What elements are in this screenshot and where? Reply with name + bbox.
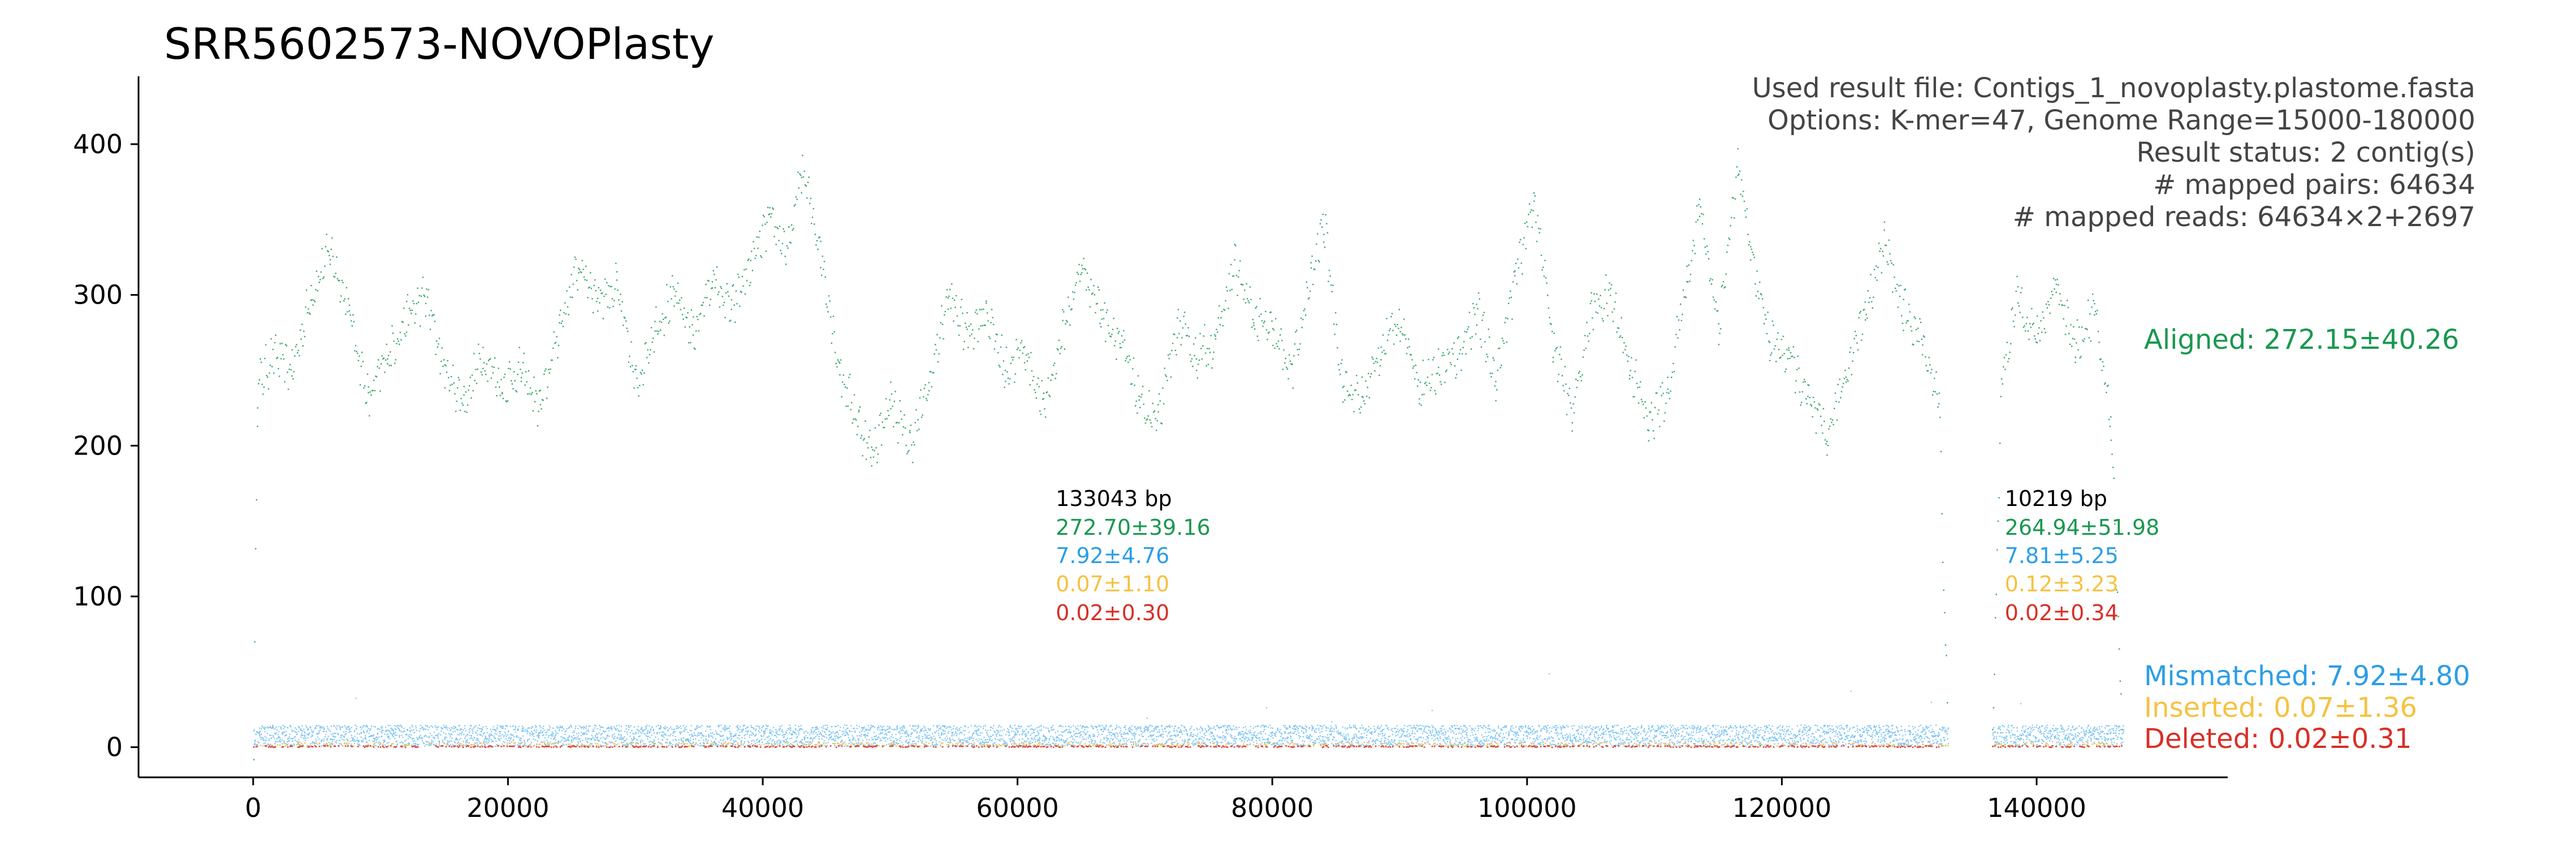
chart-title: SRR5602573-NOVOPlasty [164,19,714,69]
info-line: # mapped pairs: 64634 [2153,169,2475,201]
x-tick: 80000 [1231,777,1313,823]
y-tick: 100 [73,581,139,612]
x-tick-label: 140000 [1987,793,2086,823]
contig-label: 10219 bp 264.94±51.98 7.81±5.25 0.12±3.23 0.… [2005,486,2160,625]
y-tick: 0 [106,732,139,763]
x-tick-label: 40000 [721,793,804,823]
contig-label: 133043 bp 272.70±39.16 7.92±4.76 0.07±1.10 0… [1056,486,1211,625]
contig-deleted: 0.02±0.34 [2005,600,2119,625]
x-tick-label: 80000 [1231,793,1313,823]
contig-inserted: 0.07±1.10 [1056,572,1169,596]
contig-labels: 133043 bp 272.70±39.16 7.92±4.76 0.07±1.10 0… [1056,486,2159,625]
x-tick: 40000 [721,777,804,823]
legend: Aligned: 272.15±40.26 Mismatched: 7.92±4.… [2144,324,2470,755]
x-tick-label: 120000 [1732,793,1832,823]
contig-aligned: 272.70±39.16 [1056,515,1211,540]
y-tick-label: 100 [73,581,123,612]
x-tick: 140000 [1987,777,2086,823]
info-line: Result status: 2 contig(s) [2136,137,2475,168]
legend-mismatched: Mismatched: 7.92±4.80 [2144,660,2470,692]
y-tick: 300 [73,280,139,310]
x-tick: 100000 [1477,777,1577,823]
contig-inserted: 0.12±3.23 [2005,572,2119,596]
contig-mismatched: 7.81±5.25 [2005,543,2119,568]
y-tick: 400 [73,129,139,159]
x-tick: 20000 [466,777,550,823]
y-tick-label: 400 [73,129,123,159]
y-tick-label: 0 [106,732,123,763]
y-axis-ticks: 0 100 200 300 400 [73,129,139,763]
plot-area [253,148,2125,760]
contig-length: 10219 bp [2005,486,2107,511]
x-tick: 60000 [976,777,1059,823]
info-line: Used result file: Contigs_1_novoplasty.p… [1752,72,2475,104]
x-tick-label: 60000 [976,793,1058,823]
legend-aligned: Aligned: 272.15±40.26 [2144,324,2459,356]
x-tick-label: 20000 [466,793,549,823]
info-block: Used result file: Contigs_1_novoplasty.p… [1752,72,2475,233]
y-tick-label: 300 [73,280,123,310]
y-tick-label: 200 [73,430,123,461]
x-tick-label: 0 [245,793,261,823]
x-tick: 120000 [1732,777,1832,823]
legend-inserted: Inserted: 0.07±1.36 [2144,692,2417,724]
contig-deleted: 0.02±0.30 [1056,600,1169,625]
contig-mismatched: 7.92±4.76 [1056,543,1169,568]
x-tick: 0 [245,777,261,823]
contig-length: 133043 bp [1056,486,1172,511]
legend-deleted: Deleted: 0.02±0.31 [2144,723,2412,755]
y-tick: 200 [73,430,139,461]
inserted-deleted-points [253,742,2123,749]
contig-aligned: 264.94±51.98 [2005,515,2160,540]
info-line: # mapped reads: 64634×2+2697 [2013,201,2475,233]
info-line: Options: K-mer=47, Genome Range=15000-18… [1767,105,2475,136]
x-tick-label: 100000 [1477,793,1577,823]
x-axis-ticks: 0 20000 40000 60000 80000 100000 120000 140000 [245,777,2086,823]
